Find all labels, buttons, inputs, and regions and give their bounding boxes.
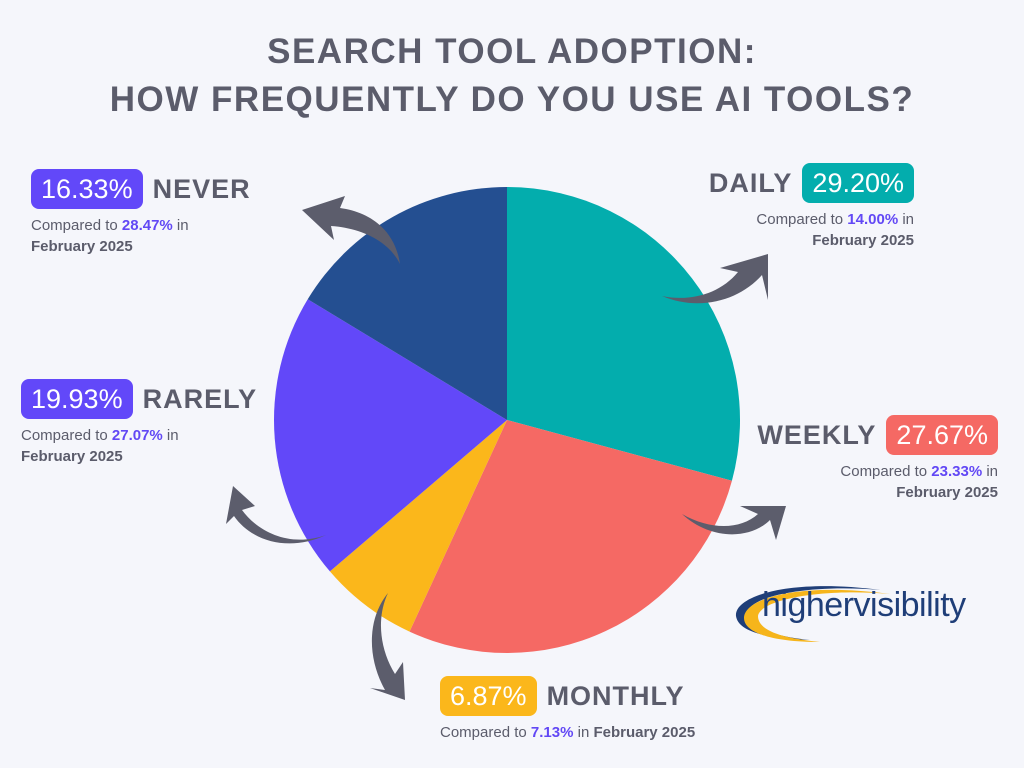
category-weekly: WEEKLY <box>757 419 877 450</box>
arrow-rarely-icon <box>226 486 326 544</box>
compare-daily: Compared to 14.00% in February 2025 <box>699 209 914 251</box>
logo-text: highervisibility <box>762 586 966 624</box>
title-line-2: HOW FREQUENTLY DO YOU USE AI TOOLS? <box>109 80 915 119</box>
pie-slice-never <box>307 187 507 420</box>
compare-suffix: in <box>162 427 179 444</box>
category-never: NEVER <box>152 173 251 204</box>
compare-never: Compared to 28.47% in February 2025 <box>31 215 261 257</box>
compare-value: 27.07% <box>111 427 163 444</box>
highervisibility-logo: highervisibility <box>730 576 970 646</box>
compare-period: February 2025 <box>812 232 914 249</box>
pie-slice-daily <box>507 187 740 481</box>
badge-daily-percent: 29.20% <box>802 163 914 203</box>
label-never: 16.33% NEVER Compared to 28.47% in Febru… <box>31 169 261 257</box>
compare-value: 14.00% <box>847 211 899 228</box>
category-rarely: RARELY <box>142 383 258 414</box>
arrow-monthly-icon <box>370 593 405 700</box>
pie-slice-rarely <box>274 299 507 572</box>
compare-monthly: Compared to 7.13% in February 2025 <box>440 722 695 743</box>
category-daily: DAILY <box>708 167 793 198</box>
compare-value: 23.33% <box>931 463 983 480</box>
compare-prefix: Compared to <box>840 463 932 480</box>
compare-suffix: in <box>172 217 189 234</box>
pie-slice-monthly <box>329 420 507 632</box>
compare-suffix: in <box>573 724 594 741</box>
compare-period: February 2025 <box>896 484 998 501</box>
category-monthly: MONTHLY <box>546 680 685 711</box>
label-rarely: 19.93% RARELY Compared to 27.07% in Febr… <box>21 379 267 467</box>
arrow-never-icon <box>302 196 400 264</box>
compare-period: February 2025 <box>593 724 696 741</box>
badge-never-percent: 16.33% <box>31 169 143 209</box>
badge-weekly-percent: 27.67% <box>886 415 998 455</box>
label-weekly: WEEKLY 27.67% Compared to 23.33% in Febr… <box>747 415 998 503</box>
pie-slices <box>274 187 740 654</box>
compare-suffix: in <box>982 463 998 480</box>
compare-rarely: Compared to 27.07% in February 2025 <box>21 425 267 467</box>
title-line-1: SEARCH TOOL ADOPTION: <box>267 32 757 71</box>
compare-value: 7.13% <box>530 724 574 741</box>
badge-rarely-percent: 19.93% <box>21 379 133 419</box>
compare-prefix: Compared to <box>756 211 848 228</box>
compare-period: February 2025 <box>31 238 133 255</box>
compare-prefix: Compared to <box>440 724 531 741</box>
pie-slice-weekly <box>409 420 732 654</box>
compare-suffix: in <box>898 211 914 228</box>
compare-prefix: Compared to <box>21 427 112 444</box>
compare-weekly: Compared to 23.33% in February 2025 <box>747 461 998 503</box>
label-daily: DAILY 29.20% Compared to 14.00% in Febru… <box>699 163 914 251</box>
badge-monthly-percent: 6.87% <box>440 676 537 716</box>
arrows <box>226 196 786 700</box>
arrow-weekly-icon <box>682 506 786 540</box>
label-monthly: 6.87% MONTHLY Compared to 7.13% in Febru… <box>440 676 695 743</box>
compare-period: February 2025 <box>21 448 123 465</box>
arrow-daily-icon <box>662 254 768 304</box>
chart-title: SEARCH TOOL ADOPTION: HOW FREQUENTLY DO … <box>0 28 1024 124</box>
compare-prefix: Compared to <box>31 217 122 234</box>
compare-value: 28.47% <box>121 217 173 234</box>
